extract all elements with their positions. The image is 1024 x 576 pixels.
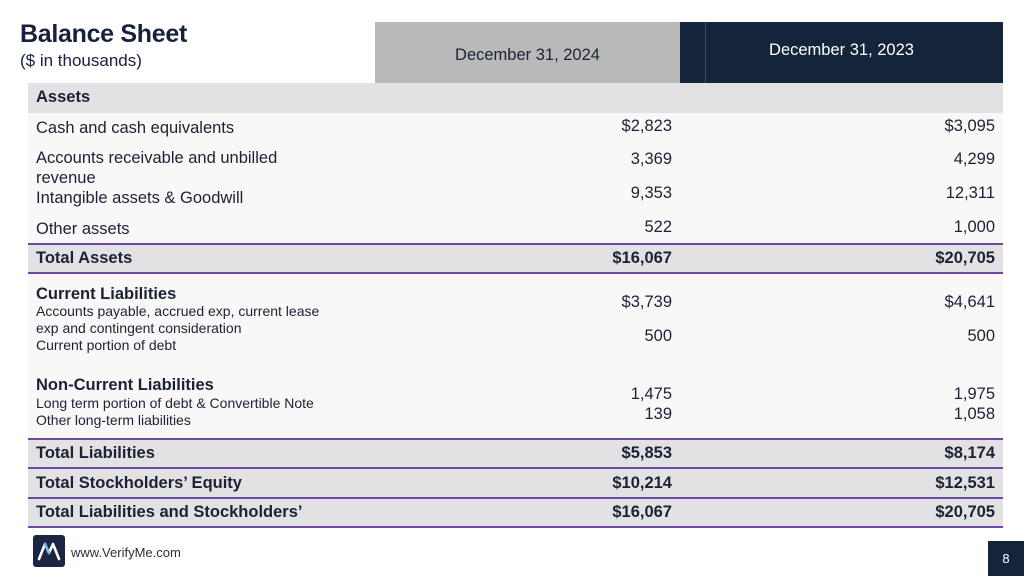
assets-section-band <box>28 83 1003 113</box>
divider <box>28 243 1003 245</box>
row-label-receivables-line2: revenue <box>36 169 96 187</box>
noncurrent-liabilities-label: Non-Current Liabilities <box>36 376 214 394</box>
value-2023-other-assets: 1,000 <box>953 218 995 236</box>
divider <box>28 272 1003 274</box>
row-label-accounts-payable-line2: exp and contingent consideration <box>36 320 242 336</box>
total-liabilities-2023: $8,174 <box>944 444 995 462</box>
total-liabilities-2024: $5,853 <box>621 444 672 462</box>
value-2023-current-debt: 500 <box>967 327 995 345</box>
verifyme-logo-mark <box>37 542 61 561</box>
total-assets-band <box>28 243 1003 273</box>
value-2024-receivables: 3,369 <box>630 150 672 168</box>
verifyme-logo-icon <box>33 535 65 567</box>
totals-band <box>28 438 1003 528</box>
total-liabilities-equity-2023: $20,705 <box>935 503 995 521</box>
value-2023-other-long-term: 1,058 <box>953 405 995 423</box>
page-number: 8 <box>988 541 1024 576</box>
total-equity-2024: $10,214 <box>612 474 672 492</box>
row-label-receivables-line1: Accounts receivable and unbilled <box>36 149 278 167</box>
total-equity-label: Total Stockholders’ Equity <box>36 474 242 492</box>
total-equity-2023: $12,531 <box>935 474 995 492</box>
divider <box>28 438 1003 440</box>
value-2023-intangibles: 12,311 <box>945 184 995 202</box>
value-2024-long-term-debt: 1,475 <box>630 385 672 403</box>
value-2023-cash: $3,095 <box>944 117 995 135</box>
page-subtitle: ($ in thousands) <box>20 51 142 70</box>
total-liabilities-equity-label: Total Liabilities and Stockholders’ <box>36 503 303 521</box>
row-label-current-debt: Current portion of debt <box>36 337 177 353</box>
value-2023-receivables: 4,299 <box>953 150 995 168</box>
assets-section-label: Assets <box>36 88 91 106</box>
divider <box>28 526 1003 528</box>
divider <box>28 497 1003 499</box>
value-2024-current-debt: 500 <box>644 327 672 345</box>
current-liabilities-label: Current Liabilities <box>36 285 177 303</box>
value-2023-long-term-debt: 1,975 <box>953 385 995 403</box>
page-title: Balance Sheet <box>20 20 188 48</box>
row-label-other-assets: Other assets <box>36 220 130 238</box>
row-label-accounts-payable-line1: Accounts payable, accrued exp, current l… <box>36 303 320 319</box>
value-2024-cash: $2,823 <box>621 117 672 135</box>
row-label-intangibles: Intangible assets & Goodwill <box>36 189 244 207</box>
value-2024-other-assets: 522 <box>644 218 672 236</box>
total-assets-2024: $16,067 <box>612 249 672 267</box>
total-liabilities-label: Total Liabilities <box>36 444 155 462</box>
total-liabilities-equity-2024: $16,067 <box>612 503 672 521</box>
column-header-2023: December 31, 2023 <box>680 22 1003 83</box>
column-header-2024: December 31, 2024 <box>375 22 680 83</box>
value-2024-other-long-term: 139 <box>644 405 672 423</box>
row-label-other-long-term: Other long-term liabilities <box>36 412 191 428</box>
row-label-long-term-debt: Long term portion of debt & Convertible … <box>36 395 314 411</box>
total-assets-label: Total Assets <box>36 249 133 267</box>
value-2023-accounts-payable: $4,641 <box>944 293 995 311</box>
value-2024-accounts-payable: $3,739 <box>621 293 672 311</box>
divider <box>28 467 1003 469</box>
total-assets-2023: $20,705 <box>935 249 995 267</box>
row-label-cash: Cash and cash equivalents <box>36 119 235 137</box>
column-header-2023-label: December 31, 2023 <box>769 41 914 59</box>
value-2024-intangibles: 9,353 <box>630 184 672 202</box>
footer-url: www.VerifyMe.com <box>71 545 181 560</box>
